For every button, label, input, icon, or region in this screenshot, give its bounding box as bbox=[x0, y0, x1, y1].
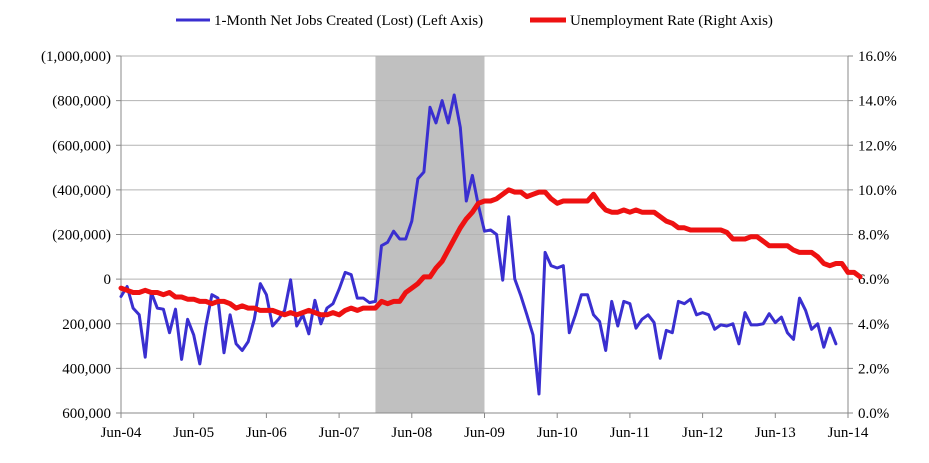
x-tick-label: Jun-11 bbox=[610, 425, 650, 441]
x-tick-label: Jun-12 bbox=[682, 425, 723, 441]
left-tick-label: 400,000 bbox=[62, 361, 111, 377]
left-tick-label: 200,000 bbox=[62, 317, 111, 333]
left-tick-label: (600,000) bbox=[52, 138, 111, 154]
left-tick-label: (800,000) bbox=[52, 94, 111, 110]
right-tick-label: 16.0% bbox=[858, 49, 897, 65]
right-tick-label: 4.0% bbox=[858, 317, 889, 333]
right-tick-label: 10.0% bbox=[858, 183, 897, 199]
legend-label: Unemployment Rate (Right Axis) bbox=[570, 13, 773, 29]
right-tick-label: 8.0% bbox=[858, 228, 889, 244]
x-tick-label: Jun-07 bbox=[319, 425, 360, 441]
right-tick-label: 0.0% bbox=[858, 406, 889, 422]
x-tick-label: Jun-14 bbox=[828, 425, 869, 441]
left-tick-label: 0 bbox=[104, 272, 112, 288]
left-tick-label: 600,000 bbox=[62, 406, 111, 422]
series-line-unemployment-rate bbox=[118, 187, 863, 318]
x-tick-label: Jun-10 bbox=[537, 425, 578, 441]
x-tick-label: Jun-04 bbox=[101, 425, 142, 441]
x-tick-label: Jun-13 bbox=[755, 425, 796, 441]
left-tick-label: (1,000,000) bbox=[41, 49, 111, 65]
right-tick-label: 2.0% bbox=[858, 361, 889, 377]
right-tick-label: 6.0% bbox=[858, 272, 889, 288]
legend-label: 1-Month Net Jobs Created (Lost) (Left Ax… bbox=[214, 13, 483, 29]
right-tick-label: 14.0% bbox=[858, 94, 897, 110]
x-tick-label: Jun-05 bbox=[173, 425, 214, 441]
x-tick-label: Jun-06 bbox=[246, 425, 287, 441]
x-tick-label: Jun-09 bbox=[464, 425, 505, 441]
left-tick-label: (200,000) bbox=[52, 228, 111, 244]
left-tick-label: (400,000) bbox=[52, 183, 111, 199]
right-tick-label: 12.0% bbox=[858, 138, 897, 154]
x-tick-label: Jun-08 bbox=[391, 425, 432, 441]
